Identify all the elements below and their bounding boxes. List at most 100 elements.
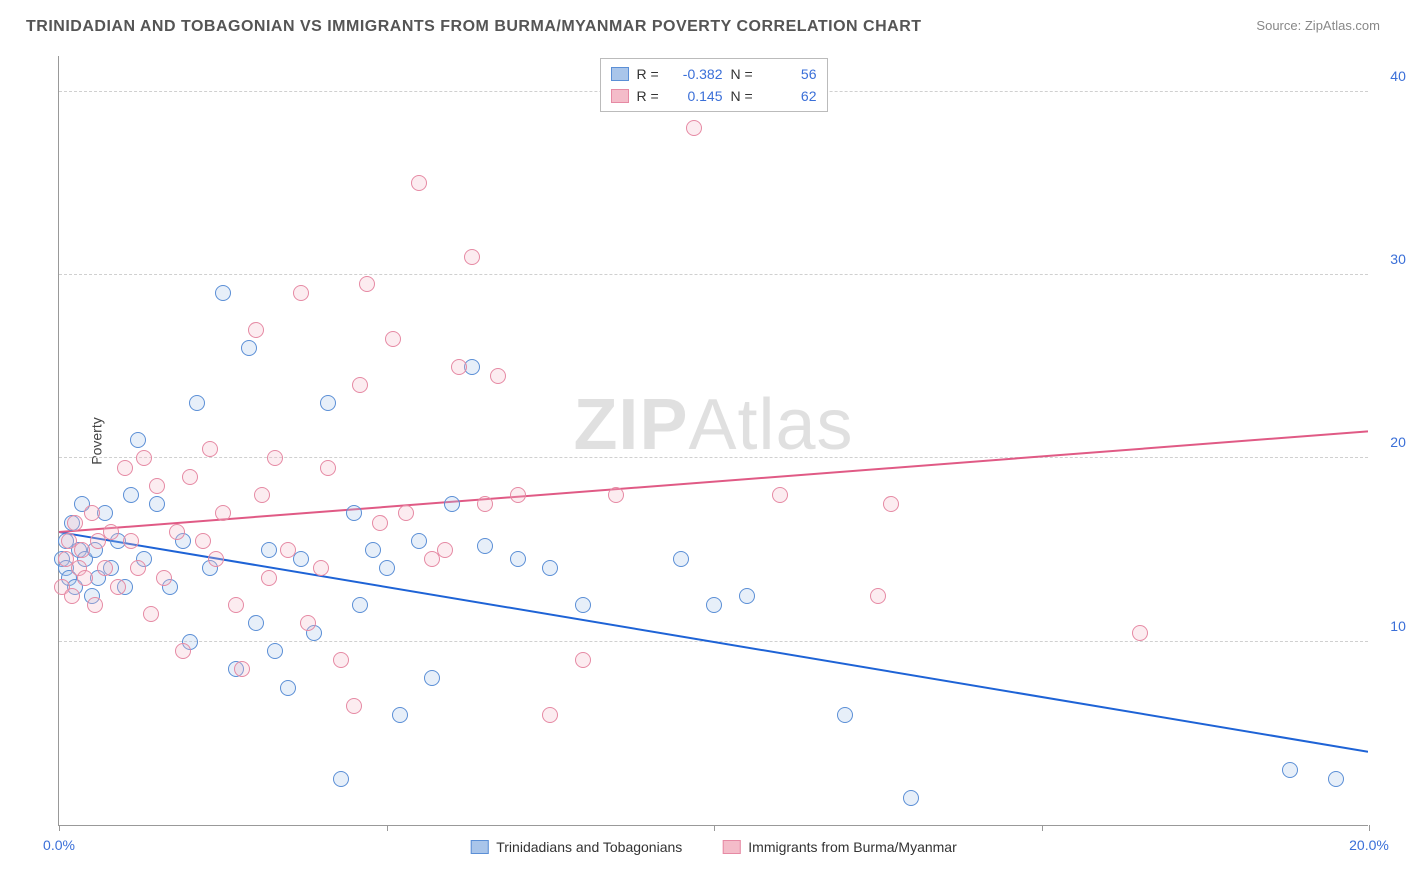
point-burma (411, 175, 427, 191)
point-trinidad (320, 395, 336, 411)
swatch-burma-bottom (722, 840, 740, 854)
point-trinidad (411, 533, 427, 549)
point-burma (772, 487, 788, 503)
point-burma (130, 560, 146, 576)
point-trinidad (424, 670, 440, 686)
point-trinidad (739, 588, 755, 604)
point-burma (195, 533, 211, 549)
point-burma (686, 120, 702, 136)
point-trinidad (837, 707, 853, 723)
point-burma (490, 368, 506, 384)
r-label: R = (637, 63, 665, 85)
series-label-burma: Immigrants from Burma/Myanmar (748, 839, 956, 855)
point-trinidad (706, 597, 722, 613)
point-burma (300, 615, 316, 631)
point-burma (87, 597, 103, 613)
n-value-burma: 62 (767, 85, 817, 107)
swatch-burma (611, 89, 629, 103)
point-trinidad (444, 496, 460, 512)
point-burma (575, 652, 591, 668)
point-burma (385, 331, 401, 347)
gridline (59, 274, 1368, 275)
point-burma (228, 597, 244, 613)
point-burma (608, 487, 624, 503)
gridline (59, 641, 1368, 642)
point-burma (346, 698, 362, 714)
point-burma (313, 560, 329, 576)
point-burma (175, 643, 191, 659)
point-burma (64, 588, 80, 604)
y-tick-label: 10.0% (1390, 618, 1406, 634)
point-burma (103, 524, 119, 540)
point-trinidad (280, 680, 296, 696)
point-burma (320, 460, 336, 476)
r-label: R = (637, 85, 665, 107)
point-burma (451, 359, 467, 375)
point-burma (202, 441, 218, 457)
point-burma (477, 496, 493, 512)
point-burma (280, 542, 296, 558)
point-burma (464, 249, 480, 265)
point-trinidad (189, 395, 205, 411)
x-tick-mark (387, 825, 388, 831)
point-trinidad (379, 560, 395, 576)
point-trinidad (1282, 762, 1298, 778)
source-credit: Source: ZipAtlas.com (1256, 18, 1380, 33)
y-tick-label: 30.0% (1390, 251, 1406, 267)
point-trinidad (123, 487, 139, 503)
correlation-legend: R = -0.382 N = 56 R = 0.145 N = 62 (600, 58, 828, 112)
source-value: ZipAtlas.com (1305, 18, 1380, 33)
point-trinidad (673, 551, 689, 567)
point-burma (169, 524, 185, 540)
point-trinidad (352, 597, 368, 613)
point-burma (333, 652, 349, 668)
point-burma (352, 377, 368, 393)
point-trinidad (392, 707, 408, 723)
point-burma (261, 570, 277, 586)
point-burma (248, 322, 264, 338)
x-tick-mark (1042, 825, 1043, 831)
point-burma (267, 450, 283, 466)
point-trinidad (346, 505, 362, 521)
point-burma (883, 496, 899, 512)
point-trinidad (130, 432, 146, 448)
x-tick-mark (714, 825, 715, 831)
chart-title: TRINIDADIAN AND TOBAGONIAN VS IMMIGRANTS… (26, 18, 922, 36)
watermark-atlas: Atlas (688, 385, 853, 465)
point-burma (97, 560, 113, 576)
legend-item-burma: Immigrants from Burma/Myanmar (722, 839, 956, 855)
point-burma (136, 450, 152, 466)
x-tick-mark (1369, 825, 1370, 831)
n-label: N = (731, 63, 759, 85)
watermark: ZIPAtlas (573, 384, 853, 466)
point-burma (234, 661, 250, 677)
gridline (59, 457, 1368, 458)
point-trinidad (333, 771, 349, 787)
n-value-trinidad: 56 (767, 63, 817, 85)
point-trinidad (477, 538, 493, 554)
point-burma (1132, 625, 1148, 641)
trend-lines (59, 56, 1368, 825)
point-burma (359, 276, 375, 292)
point-trinidad (215, 285, 231, 301)
point-burma (117, 460, 133, 476)
y-tick-label: 20.0% (1390, 434, 1406, 450)
point-trinidad (575, 597, 591, 613)
source-label: Source: (1256, 18, 1301, 33)
point-burma (510, 487, 526, 503)
point-burma (123, 533, 139, 549)
point-burma (156, 570, 172, 586)
point-trinidad (293, 551, 309, 567)
trend-line-trinidad (59, 532, 1368, 752)
r-value-trinidad: -0.382 (673, 63, 723, 85)
point-burma (398, 505, 414, 521)
point-trinidad (1328, 771, 1344, 787)
point-burma (372, 515, 388, 531)
point-trinidad (903, 790, 919, 806)
y-tick-label: 40.0% (1390, 68, 1406, 84)
point-trinidad (261, 542, 277, 558)
point-burma (208, 551, 224, 567)
swatch-trinidad-bottom (470, 840, 488, 854)
legend-row-trinidad: R = -0.382 N = 56 (611, 63, 817, 85)
series-legend: Trinidadians and Tobagonians Immigrants … (470, 839, 957, 855)
